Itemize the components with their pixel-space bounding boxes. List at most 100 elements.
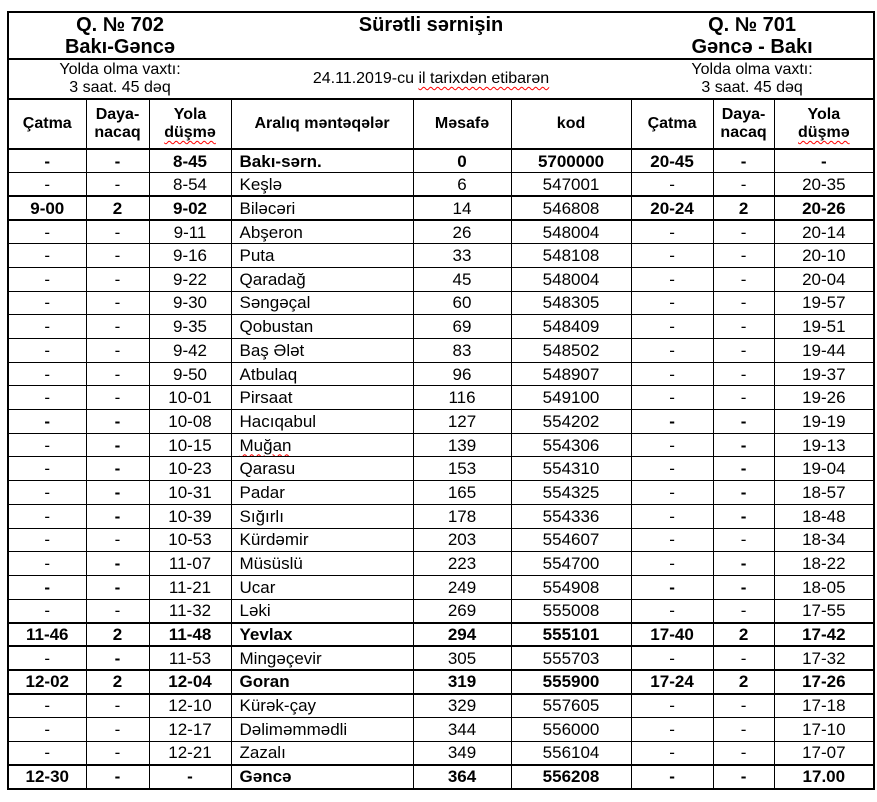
cell-yola-dusme-702: 8-54 — [148, 172, 232, 197]
cell-dayanacaq-701: - — [712, 551, 775, 576]
cell-kod: 555703 — [510, 645, 632, 671]
cell-dayanacaq-702: 2 — [85, 669, 150, 695]
cell-kod: 548907 — [510, 361, 632, 387]
cell-catma-701: - — [630, 503, 714, 529]
cell-dayanacaq-701: - — [712, 148, 775, 174]
cell-kod: 5700000 — [510, 148, 632, 174]
train-702-route: Bakı-Gəncə — [64, 36, 176, 58]
cell-dayanacaq-702: - — [85, 243, 150, 268]
cell-kod: 548409 — [510, 314, 632, 339]
travel-time-702-value: 3 saat. 45 dəq — [69, 79, 171, 96]
cell-dayanacaq-702: - — [85, 480, 150, 505]
cell-kod: 554607 — [510, 527, 632, 553]
table-row: - -11-21 Ucar 249 554908- -18-05 — [7, 574, 875, 600]
cell-mesafe: 14 — [412, 195, 512, 222]
cell-catma-702: - — [7, 527, 87, 553]
cell-yola-dusme-702: 9-02 — [148, 195, 232, 222]
cell-station: Hacıqabul — [230, 409, 414, 434]
cell-kod: 554310 — [510, 456, 632, 482]
cell-catma-702: - — [7, 219, 87, 245]
cell-mesafe: 96 — [412, 361, 512, 387]
page-title: Sürətli sərnişin — [358, 14, 504, 36]
cell-catma-701: - — [630, 480, 714, 505]
table-row: 12-30- - Gəncə 364 556208- -17.00 — [7, 763, 875, 790]
cell-mesafe: 153 — [412, 456, 512, 482]
cell-kod: 555900 — [510, 669, 632, 695]
cell-kod: 555008 — [510, 598, 632, 624]
cell-mesafe: 319 — [412, 669, 512, 695]
cell-station: Qaradağ — [230, 266, 414, 292]
cell-yola-dusme-702: - — [148, 763, 232, 790]
cell-catma-701: - — [630, 763, 714, 790]
cell-mesafe: 26 — [412, 219, 512, 245]
train-702-title-cell: Q. № 702 Bakı-Gəncə — [8, 12, 232, 60]
cell-kod: 557605 — [510, 693, 632, 718]
cell-yola-dusme-702: 9-22 — [148, 266, 232, 292]
cell-catma-702: 12-30 — [7, 763, 87, 790]
cell-dayanacaq-701: - — [712, 527, 775, 553]
cell-dayanacaq-702: - — [85, 219, 150, 245]
cell-dayanacaq-701: - — [712, 717, 775, 742]
cell-yola-dusme-702: 11-07 — [148, 551, 232, 576]
cell-yola-dusme-701: 17-55 — [773, 598, 875, 624]
cell-dayanacaq-702: - — [85, 503, 150, 529]
cell-yola-dusme-701: 18-57 — [773, 480, 875, 505]
travel-time-701-label: Yolda olma vaxtı: — [691, 61, 813, 78]
cell-station: Padar — [230, 480, 414, 505]
cell-yola-dusme-702: 10-31 — [148, 480, 232, 505]
cell-yola-dusme-702: 10-15 — [148, 432, 232, 458]
cell-yola-dusme-701: 17-07 — [773, 740, 875, 766]
cell-dayanacaq-701: - — [712, 361, 775, 387]
column-header-mesafe: Məsafə — [412, 98, 512, 150]
table-row: - -11-07 Müsüslü 223 554700- -18-22 — [7, 551, 875, 576]
cell-catma-701: - — [630, 527, 714, 553]
cell-dayanacaq-701: - — [712, 385, 775, 411]
cell-dayanacaq-701: 2 — [712, 195, 775, 222]
table-row: - -9-35 Qobustan 69 548409- -19-51 — [7, 314, 875, 339]
cell-catma-702: 12-02 — [7, 669, 87, 695]
cell-dayanacaq-702: - — [85, 290, 150, 316]
cell-kod: 548004 — [510, 219, 632, 245]
cell-mesafe: 83 — [412, 338, 512, 363]
cell-station: Bakı-sərn. — [230, 148, 414, 174]
cell-yola-dusme-702: 9-50 — [148, 361, 232, 387]
cell-mesafe: 329 — [412, 693, 512, 718]
table-row: - -10-23 Qarasu 153 554310- -19-04 — [7, 456, 875, 482]
cell-catma-701: - — [630, 456, 714, 482]
cell-station: Yevlax — [230, 621, 414, 648]
cell-catma-701: - — [630, 172, 714, 197]
cell-yola-dusme-702: 9-42 — [148, 338, 232, 363]
cell-dayanacaq-701: - — [712, 314, 775, 339]
cell-yola-dusme-702: 11-21 — [148, 574, 232, 600]
cell-dayanacaq-701: - — [712, 172, 775, 197]
cell-yola-dusme-702: 9-16 — [148, 243, 232, 268]
cell-dayanacaq-702: 2 — [85, 195, 150, 222]
cell-dayanacaq-701: - — [712, 503, 775, 529]
cell-dayanacaq-702: - — [85, 645, 150, 671]
cell-mesafe: 269 — [412, 598, 512, 624]
column-header-yola-dusme-702: Yola düşmə — [148, 98, 232, 150]
cell-catma-702: - — [7, 480, 87, 505]
cell-yola-dusme-701: 19-26 — [773, 385, 875, 411]
timetable-header: Q. № 702 Bakı-Gəncə Sürətli sərnişin Q. … — [7, 12, 875, 150]
cell-catma-702: - — [7, 314, 87, 339]
cell-catma-701: - — [630, 290, 714, 316]
cell-yola-dusme-701: 17-32 — [773, 645, 875, 671]
cell-station: Puta — [230, 243, 414, 268]
cell-kod: 548108 — [510, 243, 632, 268]
cell-catma-701: - — [630, 385, 714, 411]
cell-mesafe: 364 — [412, 763, 512, 790]
cell-dayanacaq-702: - — [85, 527, 150, 553]
travel-time-701: Yolda olma vaxtı: 3 saat. 45 dəq — [631, 59, 875, 100]
cell-yola-dusme-701: 19-13 — [773, 432, 875, 458]
cell-station: Biləcəri — [230, 195, 414, 222]
cell-dayanacaq-702: - — [85, 432, 150, 458]
train-702-number: Q. № 702 — [76, 14, 164, 36]
cell-kod: 554700 — [510, 551, 632, 576]
cell-dayanacaq-701: - — [712, 456, 775, 482]
cell-dayanacaq-702: - — [85, 172, 150, 197]
effective-date-prefix: 24.11.2019-cu — [312, 70, 414, 87]
cell-station: Kürdəmir — [230, 527, 414, 553]
cell-yola-dusme-701: 17-26 — [773, 669, 875, 695]
cell-station: Müsüslü — [230, 551, 414, 576]
